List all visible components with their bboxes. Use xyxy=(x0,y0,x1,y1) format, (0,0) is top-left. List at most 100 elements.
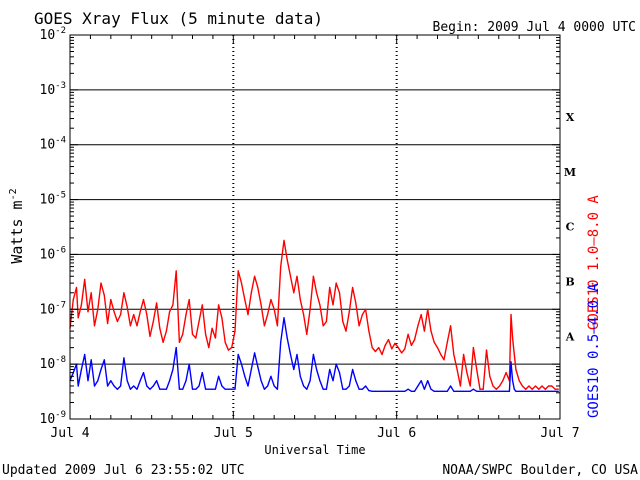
series-1-point-56 xyxy=(250,368,252,371)
series-1-point-101 xyxy=(397,390,399,392)
series-0-point-94 xyxy=(374,350,376,353)
series-1-point-146 xyxy=(538,390,540,392)
series-1-point-74 xyxy=(309,380,311,382)
series-0-point-87 xyxy=(352,286,354,289)
series-1-point-25 xyxy=(149,388,151,390)
series-0-point-22 xyxy=(139,311,141,313)
series-1-point-148 xyxy=(544,390,546,392)
series-1-point-105 xyxy=(410,390,412,392)
axis-layer xyxy=(69,34,561,420)
series-1-point-110 xyxy=(427,380,429,382)
series-0-point-40 xyxy=(198,320,200,323)
series-0-point-44 xyxy=(211,327,213,329)
series-0-point-29 xyxy=(162,341,164,343)
y-axis-label-exponent: -2 xyxy=(8,188,19,200)
y-tick-exponent: -4 xyxy=(55,136,66,146)
series-1-point-66 xyxy=(283,317,285,319)
y-tick-label-1: 10-3 xyxy=(40,81,67,98)
series-1-point-21 xyxy=(136,388,138,390)
series-0-point-72 xyxy=(303,314,305,316)
series-0-point-100 xyxy=(394,342,396,344)
series-1-point-82 xyxy=(335,363,337,365)
series-0-point-6 xyxy=(87,311,89,313)
series-0-point-137 xyxy=(511,337,514,339)
series-0-point-59 xyxy=(260,304,262,306)
series-1-point-149 xyxy=(548,390,550,392)
series-0-point-16 xyxy=(120,314,122,316)
series-0-point-102 xyxy=(401,352,403,354)
series-1-point-150 xyxy=(551,390,553,392)
series-1-point-8 xyxy=(93,385,96,387)
series-0-point-2 xyxy=(75,286,78,289)
series-0-point-31 xyxy=(169,311,171,313)
series-0-point-65 xyxy=(280,266,282,268)
series-0-point-95 xyxy=(378,347,380,349)
series-1-point-135 xyxy=(508,390,510,392)
series-0-point-108 xyxy=(420,314,422,316)
series-0-point-17 xyxy=(123,292,125,294)
series-0-point-145 xyxy=(534,385,537,387)
series-1-point-144 xyxy=(531,390,533,392)
x-tick-label-3: Jul 7 xyxy=(540,426,579,441)
series-0-point-18 xyxy=(126,306,128,308)
series-1-point-147 xyxy=(541,390,543,392)
series-1-point-50 xyxy=(231,388,233,390)
series-1-point-19 xyxy=(129,388,131,390)
series-0-point-131 xyxy=(495,388,497,390)
series-0-point-25 xyxy=(149,335,151,337)
series-1-point-122 xyxy=(466,390,468,392)
series-1-point-130 xyxy=(492,390,494,392)
series-0-point-57 xyxy=(254,275,256,277)
series-0-point-70 xyxy=(296,275,298,277)
series-0-point-86 xyxy=(348,311,350,313)
series-1-point-40 xyxy=(198,385,200,387)
series-1-point-94 xyxy=(374,390,376,392)
series-0-point-32 xyxy=(172,304,174,306)
series-0-point-107 xyxy=(417,325,419,327)
series-1-point-139 xyxy=(515,390,517,392)
series-0-point-69 xyxy=(293,292,295,294)
series-0-point-148 xyxy=(544,388,546,390)
series-1-point-136 xyxy=(510,361,512,363)
series-0-point-20 xyxy=(133,314,135,316)
series-0-point-8 xyxy=(93,325,96,327)
x-tick-label-1: Jul 5 xyxy=(214,426,253,441)
x-tick-label-0: Jul 4 xyxy=(50,426,89,441)
y-tick-base: 10 xyxy=(40,28,56,43)
series-1-point-120 xyxy=(459,390,461,392)
series-0-point-152 xyxy=(557,388,560,390)
series-0-point-38 xyxy=(191,333,194,335)
series-0-point-114 xyxy=(440,353,442,356)
series-1-point-133 xyxy=(502,390,504,392)
series-0-point-12 xyxy=(107,322,109,325)
flare-class-b: B xyxy=(565,276,574,289)
series-0-point-33 xyxy=(175,270,177,272)
series-0-point-77 xyxy=(319,304,321,306)
series-0-point-30 xyxy=(165,330,167,332)
series-1-point-36 xyxy=(185,380,187,382)
y-tick-label-0: 10-2 xyxy=(40,26,67,43)
series-1-point-52 xyxy=(237,353,239,356)
series-0-point-54 xyxy=(244,299,246,301)
series-1-point-141 xyxy=(521,390,524,392)
series-1-point-97 xyxy=(384,390,386,392)
series-1-point-78 xyxy=(322,388,324,390)
series-1-point-49 xyxy=(227,388,229,390)
series-1-point-127 xyxy=(482,390,484,392)
series-1-point-58 xyxy=(257,366,259,368)
series-0-point-9 xyxy=(97,308,99,310)
series-1-point-107 xyxy=(417,385,419,387)
y-tick-exponent: -6 xyxy=(55,245,66,255)
series-1-point-38 xyxy=(191,388,194,390)
series-1-point-24 xyxy=(146,385,148,387)
series-0-point-106 xyxy=(414,339,416,341)
series-1-point-51 xyxy=(234,388,236,390)
series-0-point-139 xyxy=(515,368,517,371)
series-1-point-7 xyxy=(90,359,92,361)
series-0-point-74 xyxy=(309,308,311,310)
series-0-point-138 xyxy=(513,353,515,356)
series-1-point-14 xyxy=(113,385,115,387)
series-1-point-87 xyxy=(352,368,354,371)
series-1-point-117 xyxy=(450,385,452,387)
series-0-point-113 xyxy=(436,347,439,349)
